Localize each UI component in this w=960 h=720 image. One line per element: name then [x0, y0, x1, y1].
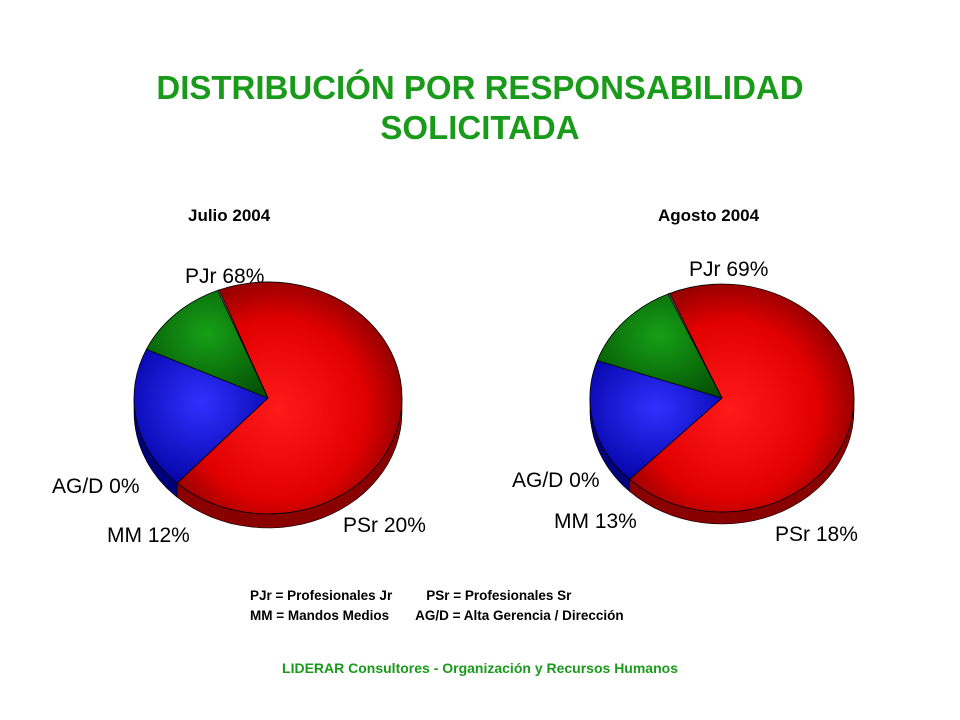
- pie-slice-pjr: [628, 283, 855, 513]
- legend-mm: MM = Mandos Medios: [250, 608, 390, 623]
- pie-chart-august: PJr 69% PSr 18% MM 13% AG/D 0%: [512, 258, 858, 546]
- pie-label-psr: PSr 18%: [775, 523, 858, 546]
- pie-label-agd: AG/D 0%: [52, 475, 140, 498]
- footer: LIDERAR Consultores - Organización y Rec…: [282, 660, 678, 676]
- page-title: DISTRIBUCIÓN POR RESPONSABILIDAD SOLICIT…: [0, 68, 960, 148]
- legend-psr: PSr = Profesionales Sr: [426, 588, 572, 603]
- pie-label-psr: PSr 20%: [343, 514, 426, 537]
- pie-slice-psr: [589, 360, 723, 480]
- chart-title-july: Julio 2004: [188, 206, 271, 225]
- pie-chart-july: PJr 68% PSr 20% MM 12% AG/D 0%: [52, 265, 426, 547]
- pie-slice-mm: [596, 293, 723, 399]
- pie-label-agd: AG/D 0%: [512, 469, 600, 492]
- pie-slice-pjr: [176, 281, 403, 515]
- pie-slice-agd: [667, 292, 723, 399]
- pie-slice-agd: [217, 289, 269, 399]
- title-line-2: SOLICITADA: [380, 109, 580, 146]
- chart-title-august: Agosto 2004: [658, 206, 760, 225]
- pie-label-mm: MM 12%: [107, 524, 190, 547]
- pie-label-mm: MM 13%: [554, 510, 637, 533]
- legend-pjr: PJr = Profesionales Jr: [250, 588, 393, 603]
- pie-slice-psr: [133, 348, 269, 484]
- pie-label-pjr: PJr 68%: [185, 265, 264, 288]
- legend: PJr = Profesionales Jr PSr = Profesionale…: [250, 586, 624, 626]
- pie-label-pjr: PJr 69%: [689, 258, 768, 281]
- title-line-1: DISTRIBUCIÓN POR RESPONSABILIDAD: [156, 69, 804, 106]
- pie-slice-mm: [145, 289, 269, 399]
- legend-agd: AG/D = Alta Gerencia / Dirección: [415, 608, 624, 623]
